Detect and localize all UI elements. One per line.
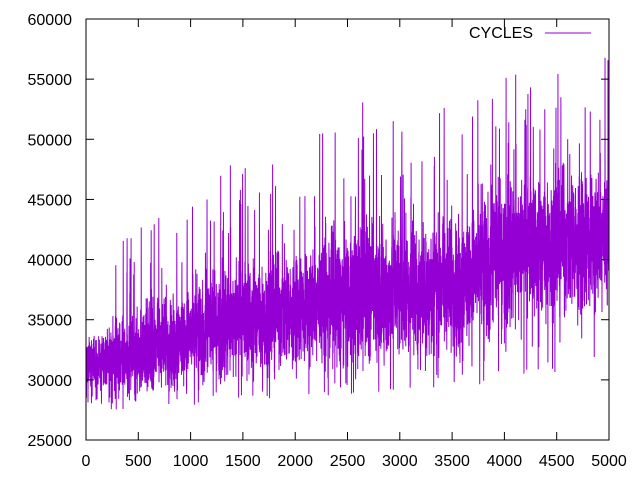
y-tick-label: 45000	[28, 192, 73, 209]
x-tick-label: 2500	[330, 453, 366, 470]
x-tick-label: 500	[125, 453, 152, 470]
y-tick-label: 35000	[28, 313, 73, 330]
y-tick-label: 25000	[28, 433, 73, 450]
legend: CYCLES	[469, 25, 591, 42]
y-tick-label: 40000	[28, 253, 73, 270]
x-tick-label: 3000	[382, 453, 418, 470]
x-tick-label: 0	[82, 453, 91, 470]
y-tick-label: 60000	[28, 12, 73, 29]
y-tick-label: 30000	[28, 373, 73, 390]
x-tick-label: 4000	[487, 453, 523, 470]
x-tick-label: 2000	[277, 453, 313, 470]
series-line-cycles	[85, 57, 610, 410]
x-tick-label: 5000	[591, 453, 627, 470]
y-axis: 25000 30000 35000 40000 45000 50000 55000 60000	[28, 12, 609, 450]
x-tick-label: 1500	[225, 453, 261, 470]
x-tick-label: 1000	[173, 453, 209, 470]
legend-label-cycles: CYCLES	[469, 25, 533, 42]
x-tick-label: 3500	[434, 453, 470, 470]
x-axis: 0 500 1000 1500 2000 2500 3000 3500 4000 4500 5000	[82, 19, 627, 470]
x-tick-label: 4500	[539, 453, 575, 470]
series-layer	[85, 57, 610, 410]
y-tick-label: 50000	[28, 132, 73, 149]
y-tick-label: 55000	[28, 72, 73, 89]
